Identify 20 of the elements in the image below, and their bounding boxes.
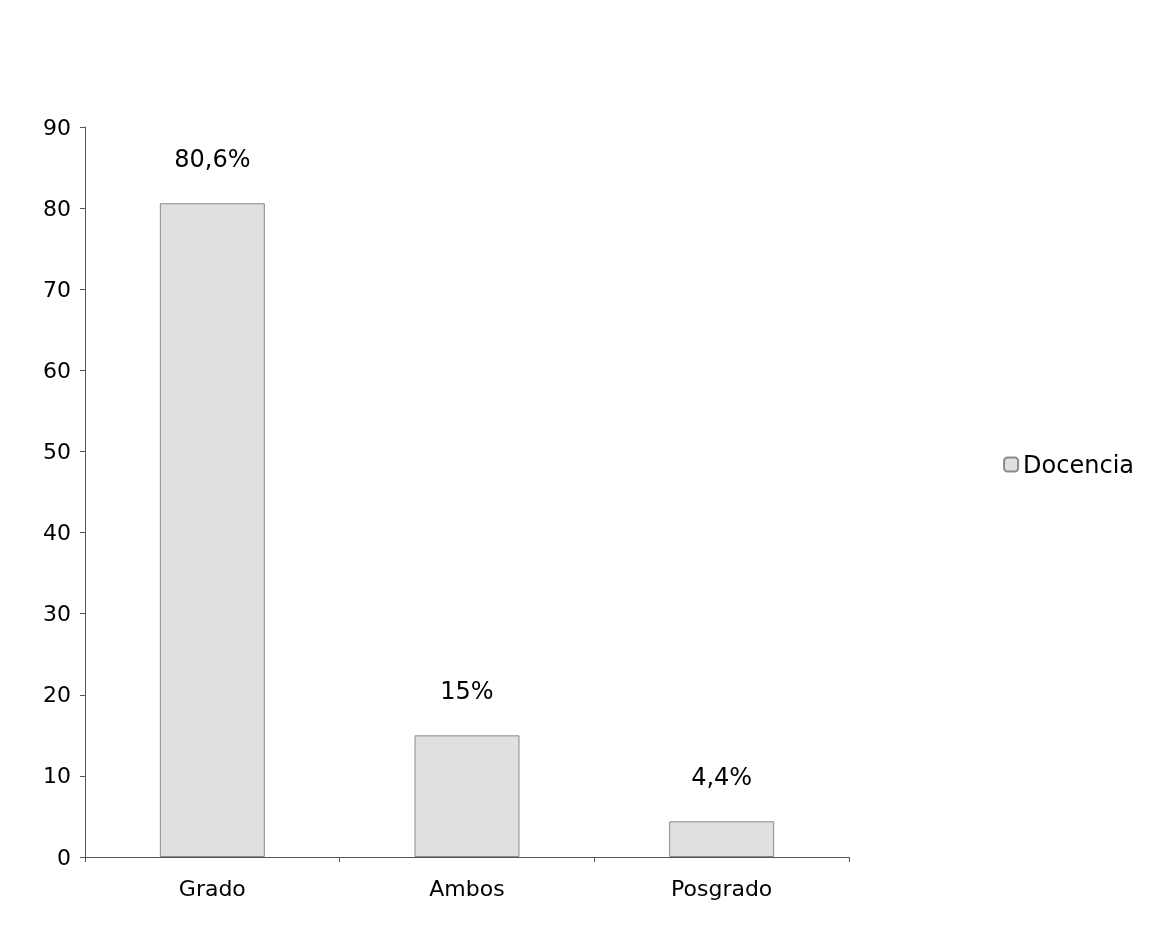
y-tick-label: 70 [43, 276, 71, 302]
x-tick-label: Ambos [429, 875, 505, 901]
data-label: 4,4% [691, 763, 753, 792]
y-tick-label: 60 [43, 357, 71, 383]
y-tick-label: 20 [43, 682, 71, 708]
bar [414, 735, 520, 857]
y-tick-label: 80 [43, 195, 71, 221]
bar [159, 203, 265, 857]
x-tick-label: Grado [178, 875, 246, 901]
y-tick-label: 40 [43, 520, 71, 546]
y-tick-label: 90 [43, 114, 71, 140]
y-tick-label: 10 [43, 763, 71, 789]
y-tick-label: 30 [43, 601, 71, 627]
y-tick-label: 50 [43, 438, 71, 464]
data-label: 80,6% [174, 145, 251, 174]
x-tick-label: Posgrado [671, 875, 773, 901]
legend-label: Docencia [1023, 450, 1134, 479]
bar [669, 821, 775, 857]
y-tick-label: 0 [57, 844, 71, 870]
data-label: 15% [440, 677, 494, 706]
